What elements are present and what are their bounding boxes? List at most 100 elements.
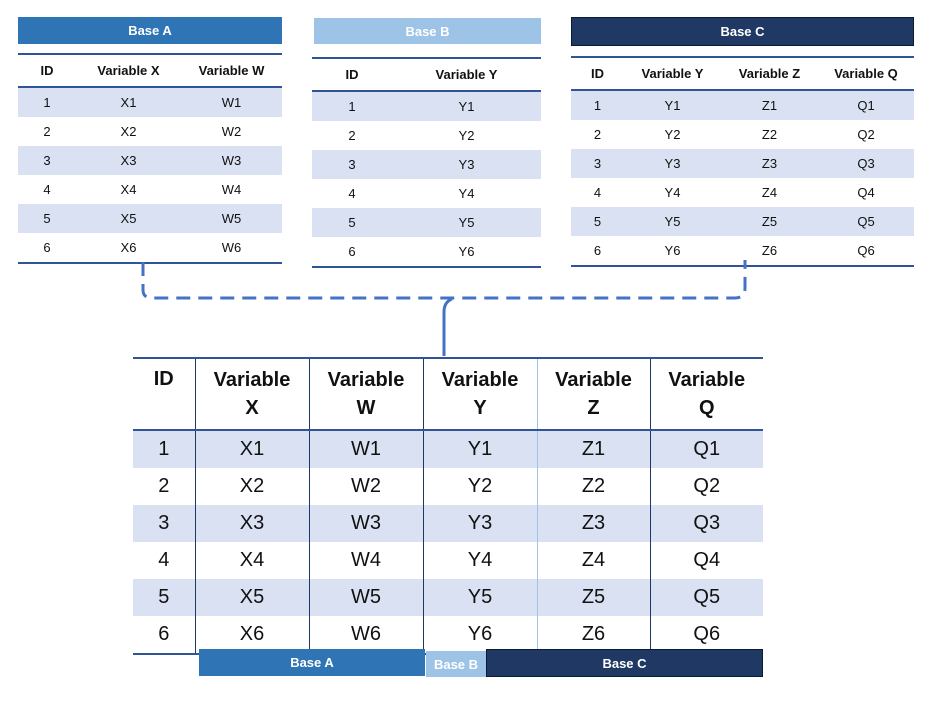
table-cell: Y2 bbox=[624, 120, 721, 149]
table-cell: 3 bbox=[18, 146, 76, 175]
table-row: 4 Y4 Z4 Q4 bbox=[571, 178, 914, 207]
footer-base-c-label: Base C bbox=[602, 655, 647, 671]
table-cell: Y1 bbox=[624, 90, 721, 120]
table-row: 4 X4 W4 bbox=[18, 175, 282, 204]
base-a-header-2: Variable W bbox=[181, 53, 282, 88]
merged-header-line1: Variable bbox=[668, 369, 746, 391]
footer-base-b: Base B bbox=[426, 651, 486, 677]
table-row: 5 X5 W5 Y5 Z5 Q5 bbox=[133, 579, 763, 616]
table-cell: Z6 bbox=[721, 236, 818, 267]
table-cell: 2 bbox=[18, 117, 76, 146]
base-b-banner: Base B bbox=[314, 18, 541, 44]
table-cell: Z2 bbox=[721, 120, 818, 149]
base-c-title: Base C bbox=[720, 24, 765, 39]
table-cell: 6 bbox=[571, 236, 624, 267]
table-cell: Q3 bbox=[818, 149, 914, 178]
table-cell: Z2 bbox=[537, 468, 651, 505]
table-row: 2 X2 W2 bbox=[18, 117, 282, 146]
table-cell: Y6 bbox=[624, 236, 721, 267]
table-cell: 4 bbox=[571, 178, 624, 207]
table-cell: 5 bbox=[18, 204, 76, 233]
table-row: 1 Y1 Z1 Q1 bbox=[571, 90, 914, 120]
merged-header-3: Variable Y bbox=[423, 357, 538, 431]
table-row: 6 Y6 bbox=[312, 237, 541, 268]
table-cell: Q1 bbox=[650, 430, 763, 468]
table-cell: 4 bbox=[18, 175, 76, 204]
table-cell: X1 bbox=[76, 87, 181, 117]
table-cell: 1 bbox=[312, 91, 392, 121]
table-cell: Q5 bbox=[650, 579, 763, 616]
merged-header-line1: Variable bbox=[555, 369, 632, 391]
merged-header-0: ID bbox=[133, 357, 196, 431]
table-row: 6 X6 W6 bbox=[18, 233, 282, 264]
table-cell: Z5 bbox=[537, 579, 651, 616]
table-cell: Q5 bbox=[818, 207, 914, 236]
base-b-header-0: ID bbox=[312, 57, 392, 92]
merged-header-line1: ID bbox=[153, 368, 174, 390]
merged-header-line2: Y bbox=[473, 397, 487, 419]
table-cell: Q2 bbox=[650, 468, 763, 505]
merged-header-line1: Variable bbox=[327, 369, 405, 391]
table-cell: 4 bbox=[133, 542, 196, 579]
table-cell: X6 bbox=[76, 233, 181, 264]
base-c-header-1: Variable Y bbox=[624, 56, 721, 91]
table-cell: Z4 bbox=[537, 542, 651, 579]
table-cell: Y2 bbox=[392, 121, 541, 150]
table-cell: Z1 bbox=[721, 90, 818, 120]
table-cell: 5 bbox=[312, 208, 392, 237]
table-row: 2 Y2 Z2 Q2 bbox=[571, 120, 914, 149]
connector-dashed-line bbox=[141, 260, 747, 300]
table-cell: W5 bbox=[309, 579, 424, 616]
table-cell: 2 bbox=[133, 468, 196, 505]
base-c-table: ID Variable Y Variable Z Variable Q 1 Y1 Z1 Q1 2… bbox=[571, 56, 914, 267]
base-c-header-2: Variable Z bbox=[721, 56, 818, 91]
merged-header-line2: W bbox=[356, 397, 376, 419]
table-cell: Y6 bbox=[423, 616, 538, 655]
table-cell: W3 bbox=[309, 505, 424, 542]
table-cell: Y3 bbox=[392, 150, 541, 179]
table-row: 6 X6 W6 Y6 Z6 Q6 bbox=[133, 616, 763, 655]
table-cell: X3 bbox=[76, 146, 181, 175]
table-row: 1 X1 W1 Y1 Z1 Q1 bbox=[133, 430, 763, 468]
table-row: 2 X2 W2 Y2 Z2 Q2 bbox=[133, 468, 763, 505]
footer-base-a: Base A bbox=[199, 649, 425, 676]
table-cell: Y5 bbox=[392, 208, 541, 237]
table-cell: W2 bbox=[309, 468, 424, 505]
table-row: 6 Y6 Z6 Q6 bbox=[571, 236, 914, 267]
table-cell: Q2 bbox=[818, 120, 914, 149]
table-row: 2 Y2 bbox=[312, 121, 541, 150]
merged-header-5: Variable Q bbox=[650, 357, 763, 431]
table-cell: W6 bbox=[309, 616, 424, 655]
table-cell: W3 bbox=[181, 146, 282, 175]
table-cell: Y3 bbox=[624, 149, 721, 178]
merged-table: ID Variable X Variable W Variable Y Variable Z Va… bbox=[133, 357, 763, 655]
table-cell: Q6 bbox=[650, 616, 763, 655]
table-cell: X5 bbox=[76, 204, 181, 233]
table-row: 5 Y5 bbox=[312, 208, 541, 237]
table-row: 3 X3 W3 bbox=[18, 146, 282, 175]
merged-header-line1: Variable bbox=[213, 369, 291, 391]
table-cell: 3 bbox=[133, 505, 196, 542]
table-cell: 5 bbox=[133, 579, 196, 616]
table-cell: Q6 bbox=[818, 236, 914, 267]
base-a-header-0: ID bbox=[18, 53, 76, 88]
table-cell: Y3 bbox=[423, 505, 538, 542]
merged-header-1: Variable X bbox=[195, 357, 310, 431]
table-row: 4 Y4 bbox=[312, 179, 541, 208]
table-cell: X2 bbox=[195, 468, 310, 505]
table-row: 3 Y3 Z3 Q3 bbox=[571, 149, 914, 178]
table-cell: X4 bbox=[76, 175, 181, 204]
table-row: 1 X1 W1 bbox=[18, 87, 282, 117]
table-cell: 3 bbox=[571, 149, 624, 178]
table-cell: W4 bbox=[181, 175, 282, 204]
table-cell: Z1 bbox=[537, 430, 651, 468]
table-cell: Y4 bbox=[392, 179, 541, 208]
table-row: 5 X5 W5 bbox=[18, 204, 282, 233]
table-cell: X3 bbox=[195, 505, 310, 542]
merged-header-line2: Z bbox=[587, 397, 600, 419]
table-cell: Q3 bbox=[650, 505, 763, 542]
table-cell: Z4 bbox=[721, 178, 818, 207]
table-cell: 6 bbox=[133, 616, 196, 655]
table-row: 3 X3 W3 Y3 Z3 Q3 bbox=[133, 505, 763, 542]
base-a-banner: Base A bbox=[18, 17, 282, 44]
